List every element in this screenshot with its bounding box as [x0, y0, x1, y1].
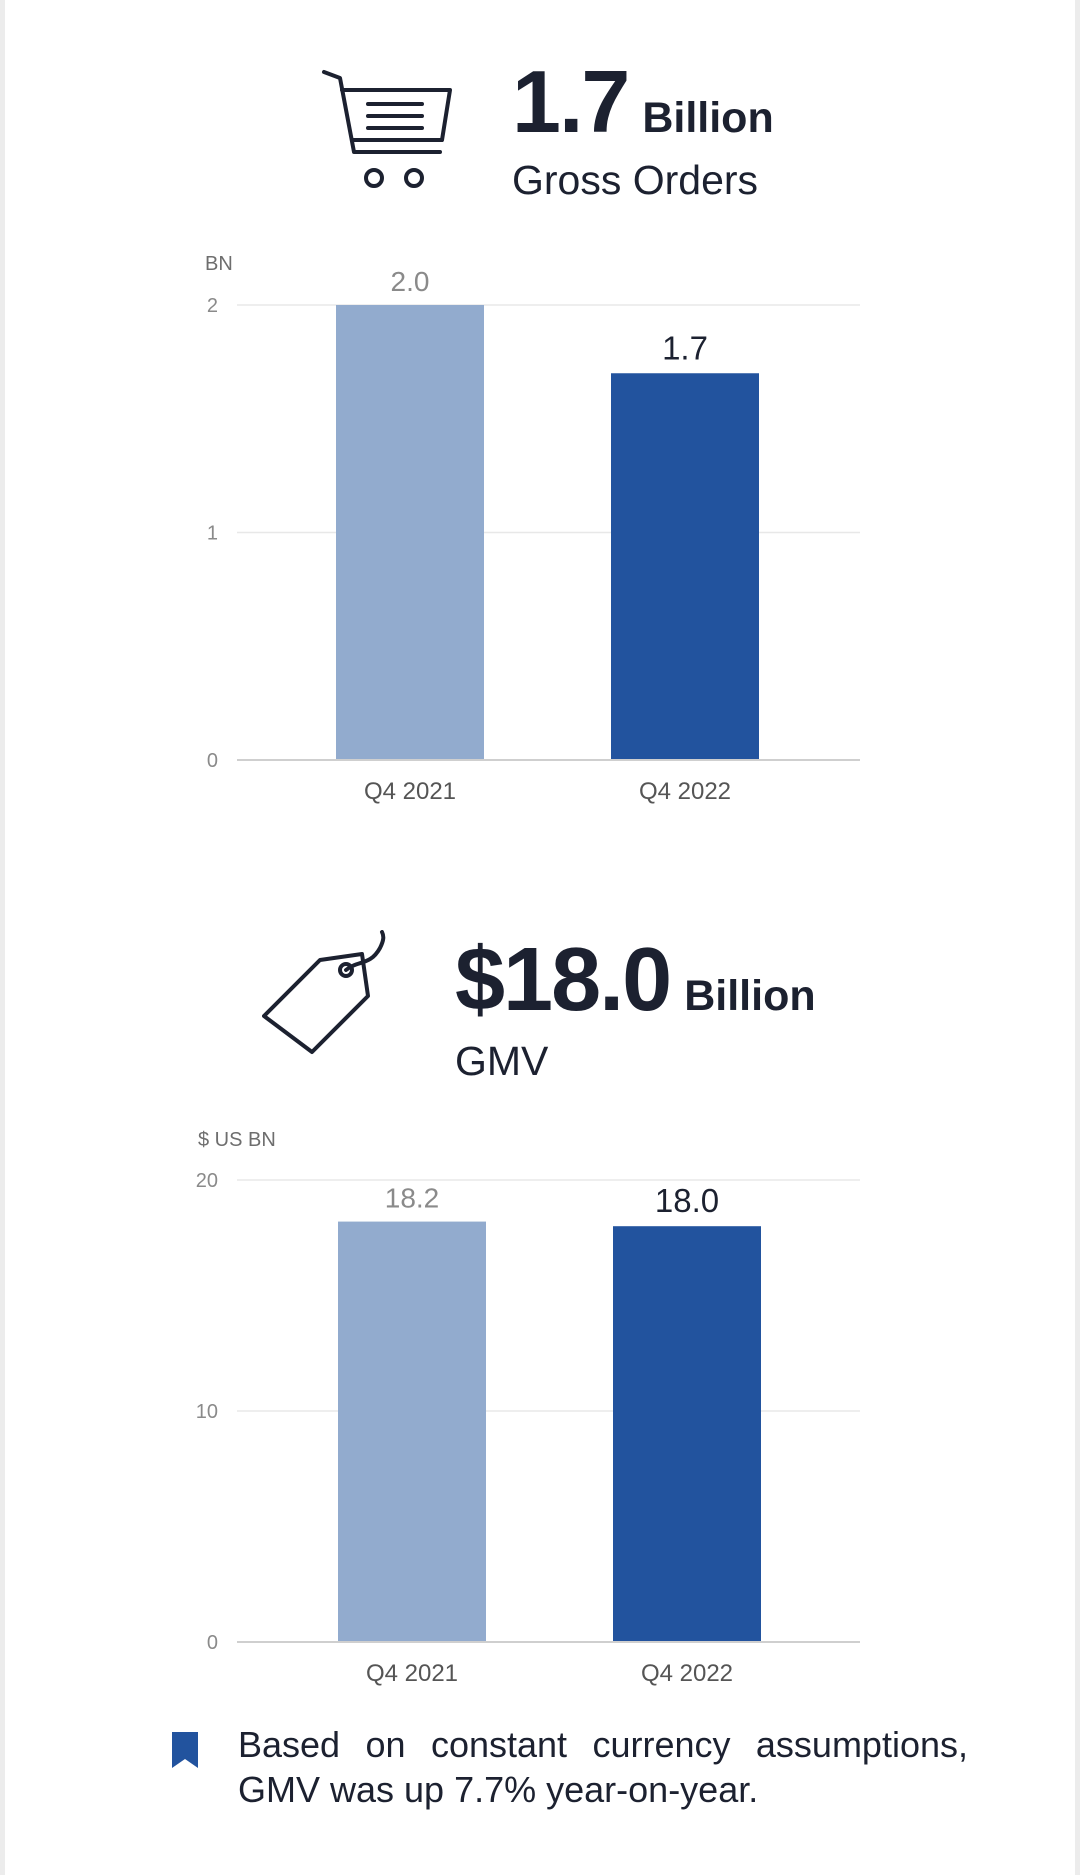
- price-tag-icon: [262, 930, 386, 1054]
- gmv-value: $18.0: [455, 930, 672, 1030]
- left-edge: [0, 0, 5, 1875]
- footnote-text: Based on constant currency assumptions, …: [238, 1724, 968, 1810]
- data-label: 18.0: [655, 1182, 719, 1219]
- data-label: 18.2: [385, 1183, 440, 1214]
- y-unit-label: BN: [205, 253, 233, 275]
- y-tick-label: 10: [196, 1401, 218, 1423]
- bar-q4-2022: [611, 373, 759, 760]
- y-tick-label: 2: [207, 295, 218, 317]
- data-label: 2.0: [391, 266, 430, 297]
- gmv-subtitle: GMV: [455, 1038, 549, 1084]
- y-unit-label: $ US BN: [198, 1130, 276, 1151]
- y-tick-label: 0: [207, 750, 218, 772]
- gross-orders-subtitle: Gross Orders: [512, 157, 759, 203]
- y-tick-label: 1: [207, 523, 218, 545]
- gross-orders-chart: BN 0 1 2 2.0 Q4 2021 1.7 Q4 2022: [205, 253, 860, 805]
- gmv-chart: $ US BN 0 10 20 18.2 Q4 2021 18.0 Q4 2022: [196, 1130, 860, 1687]
- right-edge: [1075, 0, 1080, 1875]
- x-tick-label: Q4 2021: [366, 1660, 458, 1687]
- gmv-unit: Billion: [684, 972, 816, 1020]
- gmv-headline: $18.0 Billion GMV: [455, 935, 816, 1082]
- x-tick-label: Q4 2021: [364, 778, 456, 805]
- x-tick-label: Q4 2022: [639, 778, 731, 805]
- gross-orders-unit: Billion: [642, 94, 774, 142]
- gross-orders-headline: 1.7 Billion Gross Orders: [512, 58, 774, 201]
- x-tick-label: Q4 2022: [641, 1660, 733, 1687]
- bar-q4-2021: [338, 1221, 486, 1642]
- data-label: 1.7: [662, 329, 708, 366]
- bookmark-icon: [172, 1732, 198, 1768]
- shopping-cart-icon: [322, 70, 452, 188]
- y-tick-label: 0: [207, 1632, 218, 1654]
- bar-q4-2021: [336, 305, 484, 760]
- y-tick-label: 20: [196, 1170, 218, 1192]
- bar-q4-2022: [613, 1226, 761, 1642]
- gross-orders-value: 1.7: [512, 52, 630, 151]
